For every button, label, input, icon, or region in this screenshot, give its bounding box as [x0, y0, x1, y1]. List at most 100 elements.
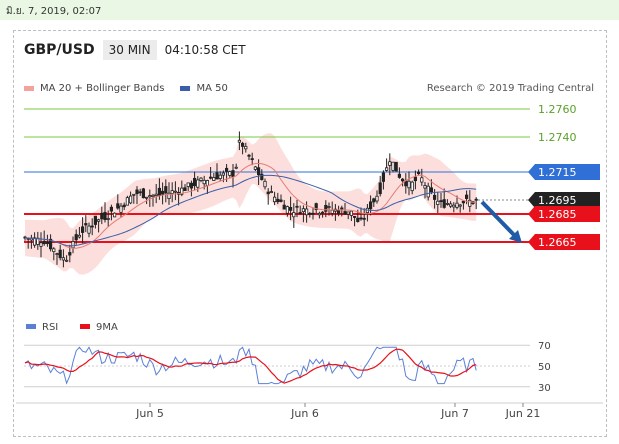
- candle-body: [429, 187, 434, 193]
- candle-body: [317, 212, 322, 216]
- candle-body: [346, 211, 350, 215]
- candle-body: [407, 180, 411, 189]
- candle-body: [301, 208, 306, 213]
- candle-body: [340, 207, 344, 210]
- candle-body: [170, 190, 174, 194]
- candle-body: [413, 176, 418, 182]
- candle-body: [237, 139, 241, 143]
- chart-header: GBP/USD 30 MIN 04:10:58 CET: [24, 39, 246, 61]
- price-legend: MA 20 + Bollinger Bands MA 50: [24, 83, 244, 94]
- candle-body: [343, 211, 347, 215]
- candle-body: [362, 217, 366, 220]
- legend-swatch-ma50: [180, 86, 191, 91]
- candle-body: [224, 167, 229, 172]
- candle-body: [327, 206, 331, 208]
- candle-body: [253, 166, 257, 170]
- candle-body: [336, 210, 341, 215]
- candle-body: [292, 212, 296, 218]
- candle-body: [445, 203, 450, 205]
- level-label: 1.2695: [538, 194, 577, 207]
- level-label-bg: [528, 164, 600, 180]
- candle-body: [186, 182, 190, 187]
- candle-body: [439, 200, 443, 202]
- legend-rsi-label: RSI: [42, 322, 58, 333]
- rsi-line: [24, 346, 477, 385]
- candle-body: [285, 206, 290, 214]
- candle-body: [282, 204, 286, 210]
- timeframe-button[interactable]: 30 MIN: [102, 40, 157, 60]
- level-label: 1.2665: [538, 236, 577, 249]
- legend-ma20: MA 20 + Bollinger Bands: [24, 83, 164, 94]
- candle-body: [202, 179, 206, 185]
- candle-body: [97, 219, 101, 222]
- candle-body: [234, 166, 238, 169]
- candle-body: [212, 177, 216, 181]
- candle-body: [221, 172, 225, 176]
- candle-body: [276, 198, 280, 203]
- level-label-bg: [528, 192, 600, 208]
- candle-body: [116, 203, 120, 209]
- rsi-panel: 70 50 30: [24, 341, 551, 394]
- candle-body: [87, 225, 91, 234]
- candle-body: [65, 259, 69, 262]
- legend-swatch-9ma: [80, 324, 90, 329]
- candle-body: [455, 202, 459, 208]
- candle-body: [119, 205, 123, 213]
- candle-body: [58, 249, 62, 259]
- candle-body: [416, 171, 421, 175]
- candle-body: [208, 176, 213, 179]
- level-label: 1.2740: [538, 131, 577, 144]
- candle-body: [125, 197, 129, 206]
- candle-body: [372, 198, 376, 203]
- candle-body: [240, 142, 245, 147]
- candle-body: [93, 215, 97, 225]
- candle-body: [400, 178, 405, 182]
- candle-body: [55, 253, 59, 256]
- forecast-arrow-head: [509, 230, 522, 243]
- legend-ma50: MA 50: [180, 83, 228, 94]
- candle-body: [320, 211, 325, 214]
- candle-body: [42, 240, 46, 245]
- time-tick-label: Jun 21: [505, 407, 541, 420]
- candle-body: [474, 198, 478, 201]
- candle-body: [247, 154, 251, 157]
- candle-body: [128, 195, 133, 204]
- candle-body: [266, 191, 270, 195]
- candle-body: [180, 187, 184, 195]
- candle-body: [144, 196, 149, 199]
- candle-body: [423, 185, 427, 189]
- bollinger-band: [25, 133, 477, 275]
- candle-body: [279, 199, 283, 202]
- legend-ma20-label: MA 20 + Bollinger Bands: [40, 83, 165, 94]
- time-axis: Jun 5 Jun 6 Jun 7 Jun 21: [16, 402, 603, 420]
- candle-body: [100, 212, 104, 220]
- candle-body: [199, 177, 203, 181]
- candle-body: [384, 167, 389, 171]
- candle-body: [160, 190, 165, 195]
- candle-body: [39, 242, 43, 247]
- candle-body: [256, 167, 261, 176]
- candle-body: [349, 210, 354, 216]
- candle-body: [90, 225, 94, 228]
- candle-body: [375, 195, 379, 202]
- rsi-tick-label: 30: [538, 383, 551, 394]
- pair-title: GBP/USD: [24, 42, 95, 58]
- candle-body: [368, 201, 373, 210]
- candle-body: [394, 161, 398, 172]
- candle-body: [113, 212, 117, 218]
- legend-ma50-label: MA 50: [196, 83, 228, 94]
- candle-body: [196, 179, 200, 188]
- candle-body: [324, 204, 328, 212]
- candle-body: [464, 194, 469, 199]
- rsi-legend: RSI 9MA: [26, 322, 118, 333]
- ma50-line: [24, 174, 477, 247]
- candle-body: [461, 200, 466, 204]
- candle-body: [330, 209, 334, 214]
- candle-body: [164, 186, 168, 194]
- time-tick-label: Jun 6: [290, 407, 319, 420]
- candle-body: [359, 217, 363, 220]
- candle-body: [52, 248, 56, 252]
- forecast-arrow-shaft: [480, 200, 519, 240]
- candle-body: [148, 195, 152, 198]
